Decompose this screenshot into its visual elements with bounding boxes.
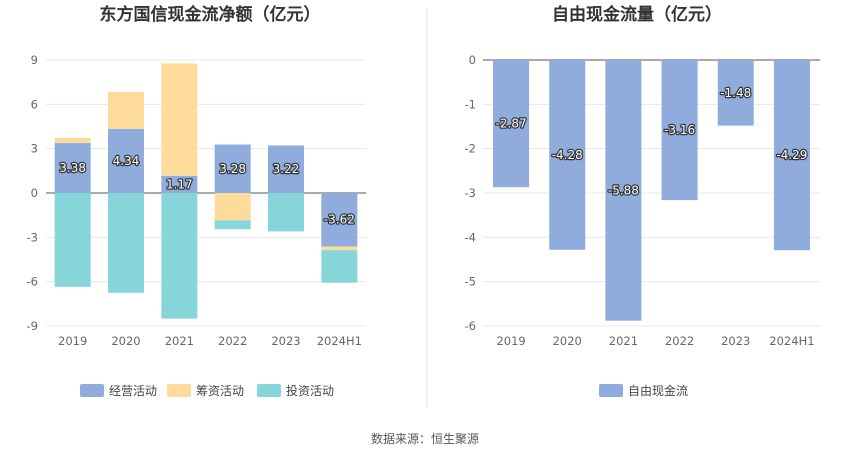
data-source-note: 数据来源：恒生聚源 [371,431,479,446]
bar-segment [214,144,251,193]
y-tick-label: 0 [469,53,476,67]
cashflow-net-chart: 东方国信现金流净额（亿元） 9 6 3 0 -3 -6 -9 3.38 4.34 1.17 3.28… [27,4,366,398]
y-tick-label: -4 [465,230,476,244]
bar-segment [54,137,91,144]
data-label: -4.28 [552,148,583,162]
x-tick-label: 2022 [665,334,694,348]
data-label: -5.88 [608,183,639,197]
data-label: -2.87 [496,117,527,131]
legend-swatch [80,384,104,397]
x-tick-label: 2022 [218,334,247,348]
bar-segment [321,246,358,251]
bar-segment [661,60,698,201]
y-tick-label: -5 [465,275,476,289]
legend-label: 投资活动 [286,383,334,398]
data-label: -4.29 [776,148,807,162]
bar-segment [268,193,304,232]
bar-segment [605,60,642,321]
x-tick-label: 2021 [165,334,194,348]
bar-segment [161,193,198,319]
legend-swatch [167,384,191,397]
y-tick-label: -6 [465,319,476,333]
y-tick-label: 6 [31,97,38,111]
data-label: 3.22 [273,162,300,176]
legend-label: 经营活动 [109,384,157,398]
bar-segment [161,63,198,176]
bar-segment [773,60,810,251]
legend-swatch [599,384,623,397]
data-label: 4.34 [113,154,140,168]
y-tick-label: 9 [31,53,38,67]
bar-segment [717,60,754,126]
data-label: -3.16 [664,123,695,137]
free-cashflow-chart: 自由现金流量（亿元） 0 -1 -2 -3 -4 -5 -6 -2.87 -4.28 -5.88 -… [465,4,820,398]
legend-label: 自由现金流 [628,383,688,398]
bar-segment [268,145,304,193]
data-label: 1.17 [166,177,193,191]
data-label: 3.28 [219,162,246,176]
chart-title: 自由现金流量（亿元） [552,4,722,25]
x-tick-label: 2019 [496,334,525,348]
data-label: 3.38 [59,161,86,175]
y-tick-label: -3 [27,230,38,244]
bar-segment [108,128,144,193]
x-tick-label: 2020 [111,334,140,348]
y-tick-label: -3 [465,186,476,200]
bar-segment [54,143,91,193]
data-label: -1.48 [720,86,751,100]
bar-segment [549,60,586,250]
bar-segment [493,60,530,188]
bar-segment [321,193,358,247]
y-tick-label: 0 [31,186,38,200]
x-tick-label: 2019 [58,334,87,348]
y-tick-label: 3 [31,142,38,156]
bar-segment [214,193,251,221]
x-tick-label: 2023 [271,334,300,348]
bar-segment [108,91,144,129]
x-tick-label: 2021 [609,334,638,348]
y-tick-label: -9 [27,319,38,333]
y-tick-label: -2 [465,142,476,156]
x-tick-label: 2024H1 [317,334,362,348]
bar-segment [214,220,251,230]
bar-segment [54,193,91,287]
x-tick-label: 2024H1 [769,334,814,348]
legend-swatch [257,384,281,397]
bar-segment [161,175,198,193]
y-tick-label: -1 [465,97,476,111]
data-label: -3.62 [324,213,355,227]
chart-title: 东方国信现金流净额（亿元） [100,4,321,25]
bar-segment [321,250,358,283]
x-tick-label: 2020 [553,334,582,348]
legend-label: 筹资活动 [196,384,244,398]
x-tick-label: 2023 [721,334,750,348]
y-tick-label: -6 [27,275,38,289]
bar-segment [108,193,144,293]
